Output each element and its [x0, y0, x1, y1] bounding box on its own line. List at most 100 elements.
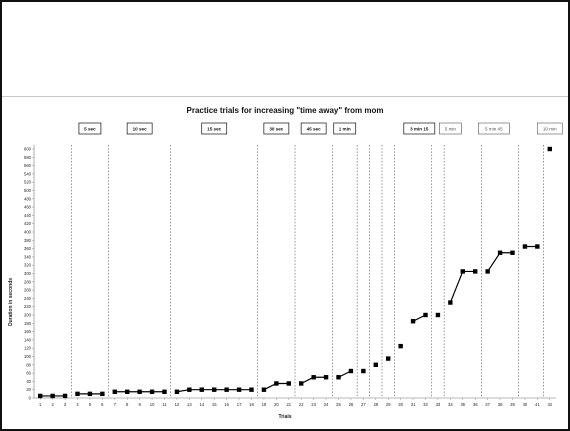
y-tick-label: 360	[24, 246, 32, 251]
x-tick-label: 34	[448, 402, 453, 407]
data-point-marker	[336, 375, 341, 380]
data-point-marker	[274, 381, 279, 386]
y-tick-label: 480	[24, 196, 32, 201]
x-tick-label: 2	[51, 402, 54, 407]
x-tick-label: 30	[398, 402, 403, 407]
y-tick-label: 400	[24, 230, 32, 235]
data-point-marker	[311, 375, 316, 380]
phase-label-text: 45 sec	[307, 127, 321, 132]
data-point-marker	[423, 312, 428, 318]
y-tick-label: 540	[24, 171, 32, 176]
data-point-marker	[38, 393, 43, 399]
x-tick-label: 26	[349, 402, 354, 407]
data-point-marker	[137, 389, 142, 394]
y-tick-label: 20	[26, 387, 31, 392]
x-tick-label: 27	[361, 402, 366, 407]
data-point-marker	[522, 244, 528, 249]
phase-label-box	[78, 122, 102, 135]
phase-label-box	[201, 122, 228, 135]
x-tick-label: 9	[138, 402, 141, 407]
y-tick-label: 160	[24, 329, 32, 334]
y-tick-label: 240	[24, 296, 32, 301]
x-tick-label: 8	[126, 402, 129, 407]
data-point-marker	[299, 381, 304, 386]
x-tick-label: 25	[336, 402, 341, 407]
series-segment-line	[487, 252, 513, 272]
x-tick-label: 32	[423, 402, 428, 407]
y-tick-label: 560	[24, 163, 32, 168]
x-axis-label: Trials	[278, 414, 291, 420]
chart-svg: Practice trials for increasing "time awa…	[8, 106, 563, 420]
data-point-marker	[485, 269, 490, 274]
y-tick-label: 220	[24, 304, 32, 309]
data-series	[38, 146, 552, 399]
data-point-marker	[212, 387, 217, 392]
x-tick-label: 7	[114, 402, 117, 407]
y-tick-label: 200	[24, 313, 32, 318]
data-point-marker	[87, 391, 93, 397]
x-tick-label: 38	[498, 402, 503, 407]
chart-title: Practice trials for increasing "time awa…	[187, 106, 384, 115]
x-tick-label: 4	[76, 402, 79, 407]
chart-figure: Practice trials for increasing "time awa…	[2, 96, 568, 427]
data-point-marker	[348, 368, 354, 374]
data-point-marker	[386, 356, 391, 361]
y-tick-label: 80	[26, 362, 31, 367]
data-point-marker	[286, 381, 291, 386]
data-point-marker	[510, 250, 515, 255]
data-point-marker	[473, 269, 478, 274]
phase-label-text: 10 sec	[133, 127, 147, 132]
x-tick-label: 13	[187, 402, 192, 407]
y-tick-label: 120	[24, 346, 32, 351]
phase-label-box	[333, 122, 357, 135]
data-point-marker	[460, 269, 465, 274]
data-point-marker	[535, 244, 540, 249]
x-tick-label: 15	[212, 402, 217, 407]
y-tick-label: 40	[26, 379, 31, 384]
data-point-marker	[162, 389, 167, 394]
data-point-marker	[75, 391, 80, 397]
y-tick-label: 180	[24, 321, 32, 326]
x-tick-label: 36	[473, 402, 478, 407]
x-tick-label: 5	[89, 402, 92, 407]
y-tick-label: 100	[24, 354, 32, 359]
x-tick-label: 28	[373, 402, 378, 407]
data-point-marker	[497, 250, 503, 255]
phase-label-text: 5 min 45	[485, 127, 503, 132]
phase-label-text: 30 sec	[269, 127, 283, 132]
phase-label-box	[403, 122, 436, 135]
phase-label-text: 5 min	[445, 127, 457, 132]
y-tick-label: 140	[24, 337, 32, 342]
data-point-marker	[261, 387, 267, 392]
phase-label-text: 10 min	[543, 127, 557, 132]
y-tick-label: 340	[24, 254, 32, 259]
x-tick-label: 6	[101, 402, 104, 407]
phase-label-box	[536, 122, 563, 135]
x-tick-label: 12	[175, 402, 180, 407]
y-tick-label: 440	[24, 213, 32, 218]
x-tick-label: 42	[547, 402, 552, 407]
y-tick-label: 420	[24, 221, 32, 226]
phase-label-box	[478, 122, 510, 135]
x-tick-label: 39	[510, 402, 515, 407]
y-tick-label: 300	[24, 271, 32, 276]
y-tick-label: 580	[24, 155, 32, 160]
figure-top-border	[2, 96, 568, 97]
phase-label-box	[263, 122, 290, 135]
data-point-marker	[174, 389, 180, 394]
y-tick-label: 260	[24, 288, 32, 293]
data-point-marker	[323, 375, 329, 380]
y-tick-label: 60	[26, 371, 31, 376]
x-tick-label: 19	[262, 402, 267, 407]
data-point-marker	[100, 391, 105, 397]
y-axis-label: Duration in seconds	[8, 278, 14, 326]
y-tick-label: 600	[24, 147, 32, 152]
y-tick-label: 500	[24, 188, 32, 193]
phase-label-text: 15 sec	[207, 127, 221, 132]
x-tick-label: 33	[436, 402, 441, 407]
phase-dividers	[70, 145, 544, 398]
x-tick-label: 37	[485, 402, 490, 407]
data-point-marker	[50, 393, 55, 399]
x-tick-label: 40	[523, 402, 528, 407]
x-tick-label: 1	[39, 402, 42, 407]
